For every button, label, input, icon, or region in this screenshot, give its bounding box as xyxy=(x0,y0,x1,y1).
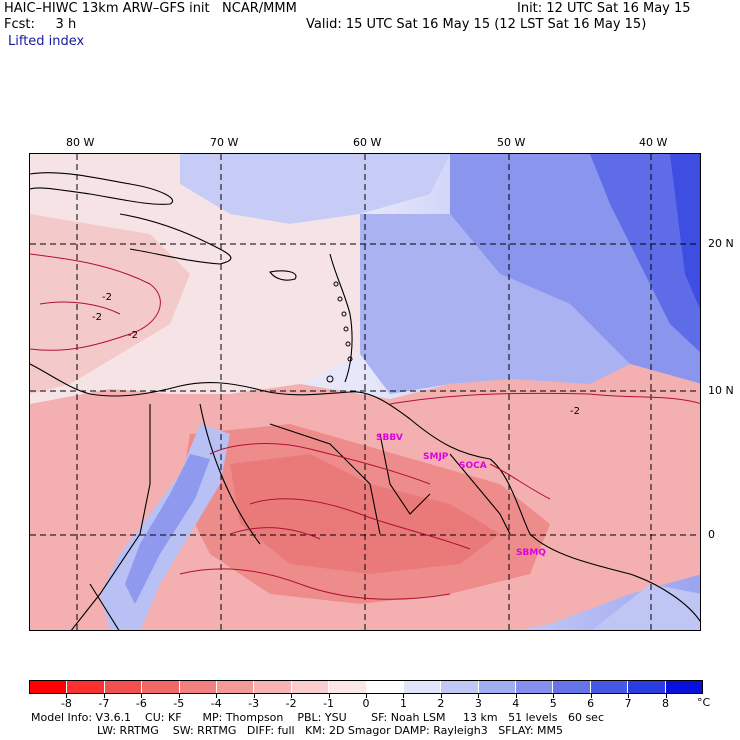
colorbar-tick-label: 3 xyxy=(474,697,482,710)
colorbar-swatch xyxy=(478,681,517,693)
colorbar-swatch xyxy=(665,681,703,693)
lon-label-70w: 70 W xyxy=(210,136,239,149)
contour-label: -2 xyxy=(92,312,102,323)
stable-region-core xyxy=(590,154,700,353)
colorbar-swatch xyxy=(553,681,591,693)
lesser-antilles xyxy=(326,281,353,383)
colorbar xyxy=(29,680,703,694)
colorbar-tick-label: -6 xyxy=(135,697,147,710)
colorbar-swatch xyxy=(30,681,68,693)
field-name: Lifted index xyxy=(8,34,85,49)
colorbar-tick-label: 2 xyxy=(437,697,445,710)
colorbar-tick xyxy=(590,694,592,698)
colorbar-tick xyxy=(328,694,330,698)
lifted-index-map: -2 -2 -2 -2 SBBV SMJP SOCA SBMQ xyxy=(29,153,701,631)
andes-stable-core xyxy=(125,454,210,604)
colorbar-tick-label: 6 xyxy=(587,697,595,710)
colorbar-tick-label: 0 xyxy=(362,697,370,710)
station-label: SMJP xyxy=(423,452,449,462)
colorbar-swatch xyxy=(329,681,367,693)
colorbar-swatch xyxy=(366,681,404,693)
colorbar-tick xyxy=(478,694,480,698)
colorbar-tick xyxy=(141,694,143,698)
lon-label-80w: 80 W xyxy=(66,136,95,149)
model-info-line2: LW: RRTMG SW: RRTMG DIFF: full KM: 2D Sm… xyxy=(97,724,563,737)
stable-region-edge xyxy=(670,154,700,310)
colorbar-tick xyxy=(178,694,180,698)
colorbar-tick-label: -8 xyxy=(60,697,72,710)
colorbar-swatch xyxy=(104,681,143,693)
contour-labels: -2 -2 -2 -2 xyxy=(92,292,580,417)
stable-region-north xyxy=(180,154,450,224)
colorbar-tick xyxy=(103,694,105,698)
colorbar-swatch xyxy=(179,681,217,693)
colorbar-swatch xyxy=(254,681,292,693)
contour-label: -2 xyxy=(102,292,112,303)
lon-label-60w: 60 W xyxy=(353,136,382,149)
valid-time: Valid: 15 UTC Sat 16 May 15 (12 LST Sat … xyxy=(306,17,647,32)
colorbar-swatch xyxy=(441,681,479,693)
contour-label: -2 xyxy=(128,330,138,341)
colorbar-tick-label: 8 xyxy=(662,697,670,710)
station-label: SOCA xyxy=(459,461,487,471)
colorbar-swatch xyxy=(516,681,554,693)
model-info-line1: Model Info: V3.6.1 CU: KF MP: Thompson P… xyxy=(31,711,604,724)
colorbar-swatch xyxy=(142,681,180,693)
lon-label-40w: 40 W xyxy=(639,136,668,149)
colorbar-tick xyxy=(665,694,667,698)
station-label: SBMQ xyxy=(516,548,546,558)
lat-label-20n: 20 N xyxy=(708,237,734,250)
colorbar-swatch xyxy=(403,681,442,693)
colorbar-tick xyxy=(66,694,68,698)
colorbar-tick xyxy=(440,694,442,698)
colorbar-tick xyxy=(515,694,517,698)
colorbar-tick-label: -7 xyxy=(98,697,110,710)
map-canvas: -2 -2 -2 -2 xyxy=(30,154,700,630)
lat-label-0: 0 xyxy=(708,528,715,541)
lifted-index-contours xyxy=(30,253,700,600)
colorbar-swatch xyxy=(291,681,330,693)
colorbar-tick-label: -4 xyxy=(210,697,222,710)
coastlines xyxy=(30,172,700,630)
colorbar-tick-label: -3 xyxy=(248,697,260,710)
lon-label-50w: 50 W xyxy=(497,136,526,149)
colorbar-tick-label: 5 xyxy=(549,697,557,710)
stable-region-central xyxy=(360,214,630,394)
colorbar-tick xyxy=(628,694,630,698)
colorbar-tick xyxy=(216,694,218,698)
colorbar-tick xyxy=(366,694,367,698)
colorbar-tick-label: -1 xyxy=(323,697,335,710)
colorbar-tick xyxy=(403,694,405,698)
colorbar-swatch xyxy=(590,681,629,693)
colorbar-tick-label: -2 xyxy=(285,697,297,710)
colorbar-tick xyxy=(291,694,293,698)
colorbar-tick-label: -5 xyxy=(173,697,185,710)
colorbar-unit: °C xyxy=(697,696,711,709)
forecast-hour: Fcst: 3 h xyxy=(4,17,77,32)
colorbar-swatch xyxy=(216,681,255,693)
plot-title: HAIC–HIWC 13km ARW–GFS init NCAR/MMM xyxy=(4,1,297,16)
lat-label-10n: 10 N xyxy=(708,384,734,397)
colorbar-tick-label: 4 xyxy=(512,697,520,710)
station-label: SBBV xyxy=(376,433,403,443)
colorbar-tick-label: 7 xyxy=(624,697,632,710)
colorbar-tick-label: 1 xyxy=(399,697,407,710)
colorbar-swatch xyxy=(628,681,666,693)
colorbar-tick xyxy=(253,694,255,698)
graticule xyxy=(30,154,700,630)
colorbar-swatch xyxy=(67,681,105,693)
colorbar-tick xyxy=(553,694,555,698)
contour-label: -2 xyxy=(570,406,580,417)
init-time: Init: 12 UTC Sat 16 May 15 xyxy=(517,1,691,16)
